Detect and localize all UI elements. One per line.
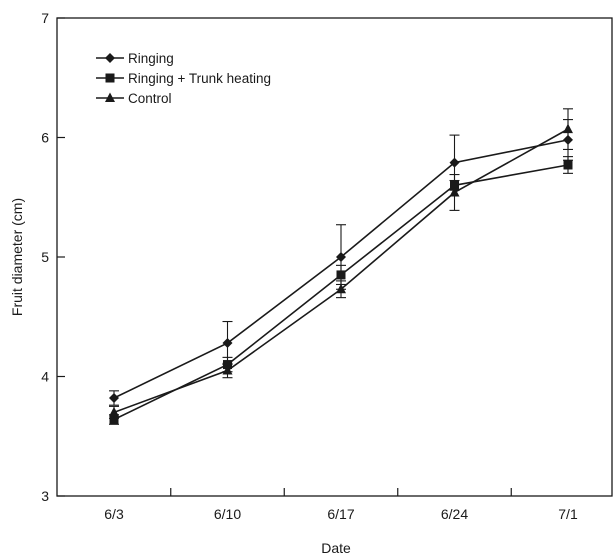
y-tick-label: 4: [41, 369, 49, 385]
legend: Ringing Ringing + Trunk heating Control: [96, 51, 271, 106]
y-tick-label: 3: [41, 488, 49, 504]
plot-frame: [56, 17, 613, 497]
y-tick-label: 5: [41, 249, 49, 265]
square-marker: [336, 270, 346, 280]
x-axis: 6/3 6/10 6/17 6/24 7/1: [104, 488, 578, 522]
triangle-marker: [222, 365, 233, 375]
diamond-marker: [336, 252, 346, 262]
square-marker: [105, 73, 115, 83]
y-axis-label: Fruit diameter (cm): [9, 198, 25, 316]
diamond-marker: [105, 53, 115, 63]
triangle-marker: [109, 406, 119, 417]
series-diamond: [109, 119, 573, 406]
triangle-marker: [336, 283, 346, 294]
legend-label: Control: [128, 91, 172, 106]
y-tick-label: 7: [41, 10, 49, 26]
x-tick-label: 6/10: [214, 506, 241, 522]
triangle-marker: [105, 92, 115, 102]
y-tick-label: 6: [41, 130, 49, 146]
y-axis: 3 4 5 6 7: [41, 10, 65, 504]
square-marker: [109, 415, 119, 425]
x-axis-label: Date: [321, 540, 351, 556]
triangle-marker: [449, 186, 460, 197]
series-triangle: [109, 108, 573, 419]
x-tick-label: 7/1: [558, 506, 578, 522]
x-tick-label: 6/3: [104, 506, 124, 522]
triangle-marker: [563, 123, 573, 134]
x-tick-label: 6/17: [327, 506, 354, 522]
legend-label: Ringing: [128, 51, 174, 66]
diamond-marker: [109, 393, 119, 404]
series-layer: [109, 108, 573, 425]
square-marker: [563, 160, 573, 170]
diamond-marker: [449, 157, 460, 168]
legend-label: Ringing + Trunk heating: [128, 71, 271, 86]
x-tick-label: 6/24: [441, 506, 468, 522]
diamond-marker: [222, 338, 233, 349]
